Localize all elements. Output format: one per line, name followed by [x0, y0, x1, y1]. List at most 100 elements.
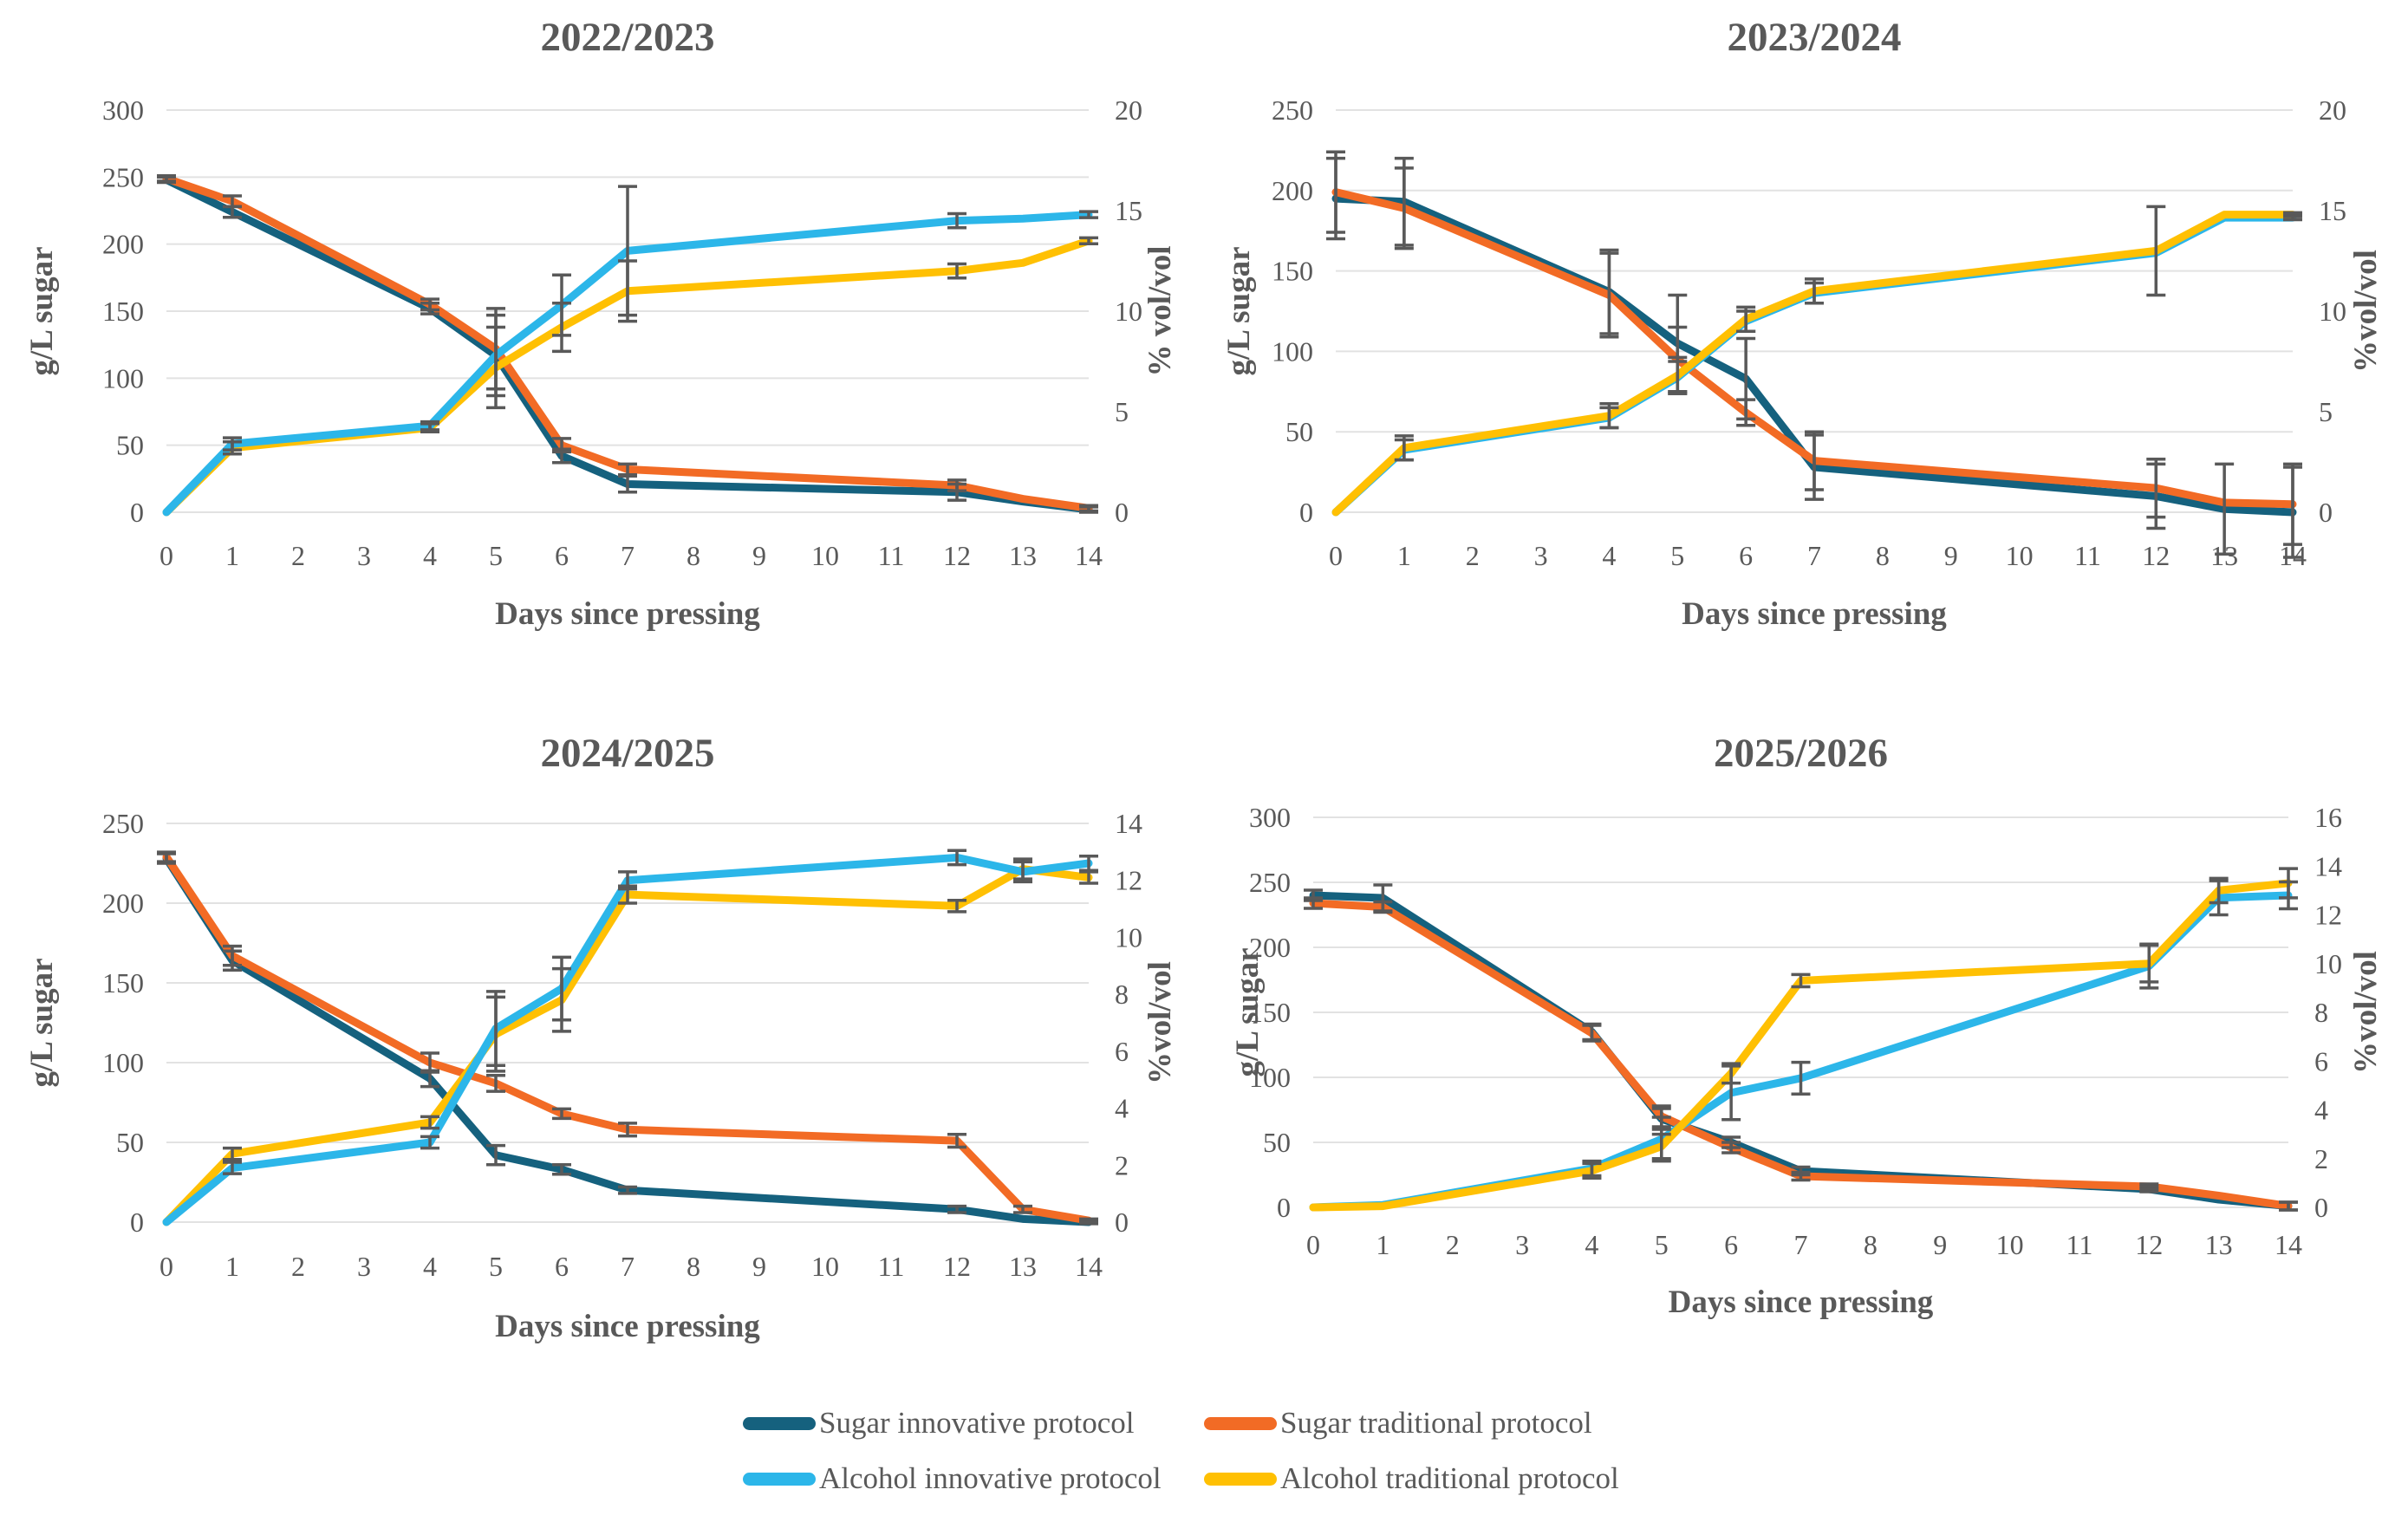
- chart-title: 2025/2026: [1714, 731, 1888, 776]
- chart-title: 2022/2023: [540, 15, 714, 60]
- series-alcohol-innovative: [1309, 891, 2293, 1212]
- svg-text:150: 150: [102, 967, 144, 998]
- svg-text:5: 5: [1655, 1229, 1669, 1260]
- svg-text:14: 14: [1075, 540, 1103, 571]
- svg-text:3: 3: [1515, 1229, 1529, 1260]
- x-axis-title: Days since pressing: [495, 1309, 760, 1344]
- svg-text:6: 6: [555, 1251, 569, 1282]
- svg-text:250: 250: [102, 808, 144, 839]
- error-bars: [157, 849, 1098, 1226]
- svg-text:1: 1: [225, 540, 239, 571]
- svg-text:11: 11: [2074, 540, 2101, 571]
- svg-text:200: 200: [102, 888, 144, 919]
- svg-text:9: 9: [752, 1251, 766, 1282]
- right-axis-title: %vol/vol: [2348, 250, 2384, 373]
- legend-item-sugar-innovative: Sugar innovative protocol: [743, 1406, 1204, 1441]
- svg-text:50: 50: [116, 1127, 144, 1158]
- svg-text:50: 50: [116, 430, 144, 461]
- svg-text:6: 6: [1739, 540, 1753, 571]
- svg-text:6: 6: [555, 540, 569, 571]
- svg-text:2: 2: [291, 540, 305, 571]
- legend-swatch-sugar-traditional: [1204, 1416, 1277, 1430]
- charts-grid: 2022/2023 0 50 100 150 200 250 300 0 5 10 15 20 0 1 2 3 4…: [24, 15, 2408, 1369]
- left-axis-title: g/L sugar: [1230, 947, 1266, 1076]
- svg-text:9: 9: [1933, 1229, 1947, 1260]
- svg-text:9: 9: [752, 540, 766, 571]
- svg-text:0: 0: [130, 497, 144, 528]
- svg-text:10: 10: [1996, 1229, 2024, 1260]
- svg-text:0: 0: [2319, 497, 2333, 528]
- error-bars: [1304, 867, 2298, 1212]
- svg-text:200: 200: [1272, 175, 1313, 206]
- svg-text:2: 2: [2314, 1143, 2328, 1174]
- svg-text:12: 12: [2314, 900, 2342, 931]
- svg-text:50: 50: [1285, 416, 1313, 447]
- svg-text:6: 6: [1115, 1036, 1129, 1067]
- x-axis-title: Days since pressing: [1682, 596, 1947, 632]
- svg-text:15: 15: [1115, 195, 1142, 226]
- svg-text:14: 14: [1115, 808, 1142, 839]
- left-axis-title: g/L sugar: [24, 246, 60, 375]
- svg-text:13: 13: [2205, 1229, 2233, 1260]
- svg-text:8: 8: [2314, 997, 2328, 1028]
- legend-row-sugar: Sugar innovative protocol Sugar traditio…: [743, 1406, 1665, 1441]
- svg-text:0: 0: [1277, 1192, 1291, 1223]
- svg-text:7: 7: [1807, 540, 1821, 571]
- svg-text:8: 8: [687, 540, 700, 571]
- series-alcohol-traditional: [1309, 879, 2293, 1212]
- svg-text:0: 0: [2314, 1192, 2328, 1223]
- svg-text:200: 200: [1249, 932, 1291, 963]
- left-axis-tick-labels: 0 50 100 150 200 250 300: [1249, 802, 1291, 1223]
- svg-text:100: 100: [102, 1047, 144, 1078]
- svg-text:10: 10: [1115, 296, 1142, 327]
- svg-text:2: 2: [1466, 540, 1480, 571]
- svg-text:8: 8: [1876, 540, 1890, 571]
- left-axis-tick-labels: 0 50 100 150 200 250 300: [102, 94, 144, 528]
- svg-text:10: 10: [2319, 296, 2346, 327]
- left-axis-title: g/L sugar: [1221, 246, 1257, 375]
- chart-legend: Sugar innovative protocol Sugar traditio…: [0, 1369, 2408, 1522]
- svg-text:1: 1: [225, 1251, 239, 1282]
- svg-text:0: 0: [1299, 497, 1313, 528]
- legend-swatch-alcohol-traditional: [1204, 1472, 1277, 1486]
- svg-text:11: 11: [878, 540, 905, 571]
- svg-text:9: 9: [1944, 540, 1958, 571]
- svg-text:50: 50: [1263, 1127, 1291, 1158]
- svg-text:250: 250: [1249, 867, 1291, 898]
- svg-text:8: 8: [687, 1251, 700, 1282]
- svg-text:200: 200: [102, 229, 144, 260]
- svg-text:20: 20: [2319, 94, 2346, 126]
- svg-text:7: 7: [1794, 1229, 1808, 1260]
- right-axis-tick-labels: 0 2 4 6 8 10 12 14: [1115, 808, 1142, 1238]
- svg-text:2: 2: [291, 1251, 305, 1282]
- svg-text:250: 250: [1272, 94, 1313, 126]
- svg-text:100: 100: [1249, 1062, 1291, 1093]
- svg-text:250: 250: [102, 161, 144, 192]
- svg-text:6: 6: [1724, 1229, 1738, 1260]
- legend-swatch-alcohol-innovative: [743, 1472, 816, 1486]
- svg-text:4: 4: [1602, 540, 1616, 571]
- left-axis-tick-labels: 0 50 100 150 200 250: [102, 808, 144, 1238]
- svg-text:300: 300: [1249, 802, 1291, 833]
- left-axis-title: g/L sugar: [24, 958, 60, 1087]
- svg-text:8: 8: [1115, 979, 1129, 1010]
- svg-text:13: 13: [1009, 540, 1037, 571]
- chart-2025-2026: 2025/20260501001502002503000246810121416…: [1230, 731, 2384, 1320]
- svg-text:15: 15: [2319, 195, 2346, 226]
- series-sugar-innovative: [1309, 891, 2293, 1210]
- error-bars: [1326, 150, 2302, 559]
- svg-text:4: 4: [423, 1251, 437, 1282]
- svg-text:14: 14: [2275, 1229, 2302, 1260]
- svg-text:5: 5: [489, 1251, 503, 1282]
- svg-text:3: 3: [1534, 540, 1548, 571]
- svg-text:0: 0: [1115, 1207, 1129, 1238]
- svg-text:0: 0: [1306, 1229, 1320, 1260]
- svg-text:10: 10: [811, 540, 839, 571]
- svg-text:3: 3: [357, 540, 371, 571]
- svg-text:10: 10: [1115, 921, 1142, 953]
- chart-cell-2025-2026: 2025/2026 0 50 100 150 200 250 300 0 2 4 6 8 10 12 14 16…: [1204, 685, 2408, 1369]
